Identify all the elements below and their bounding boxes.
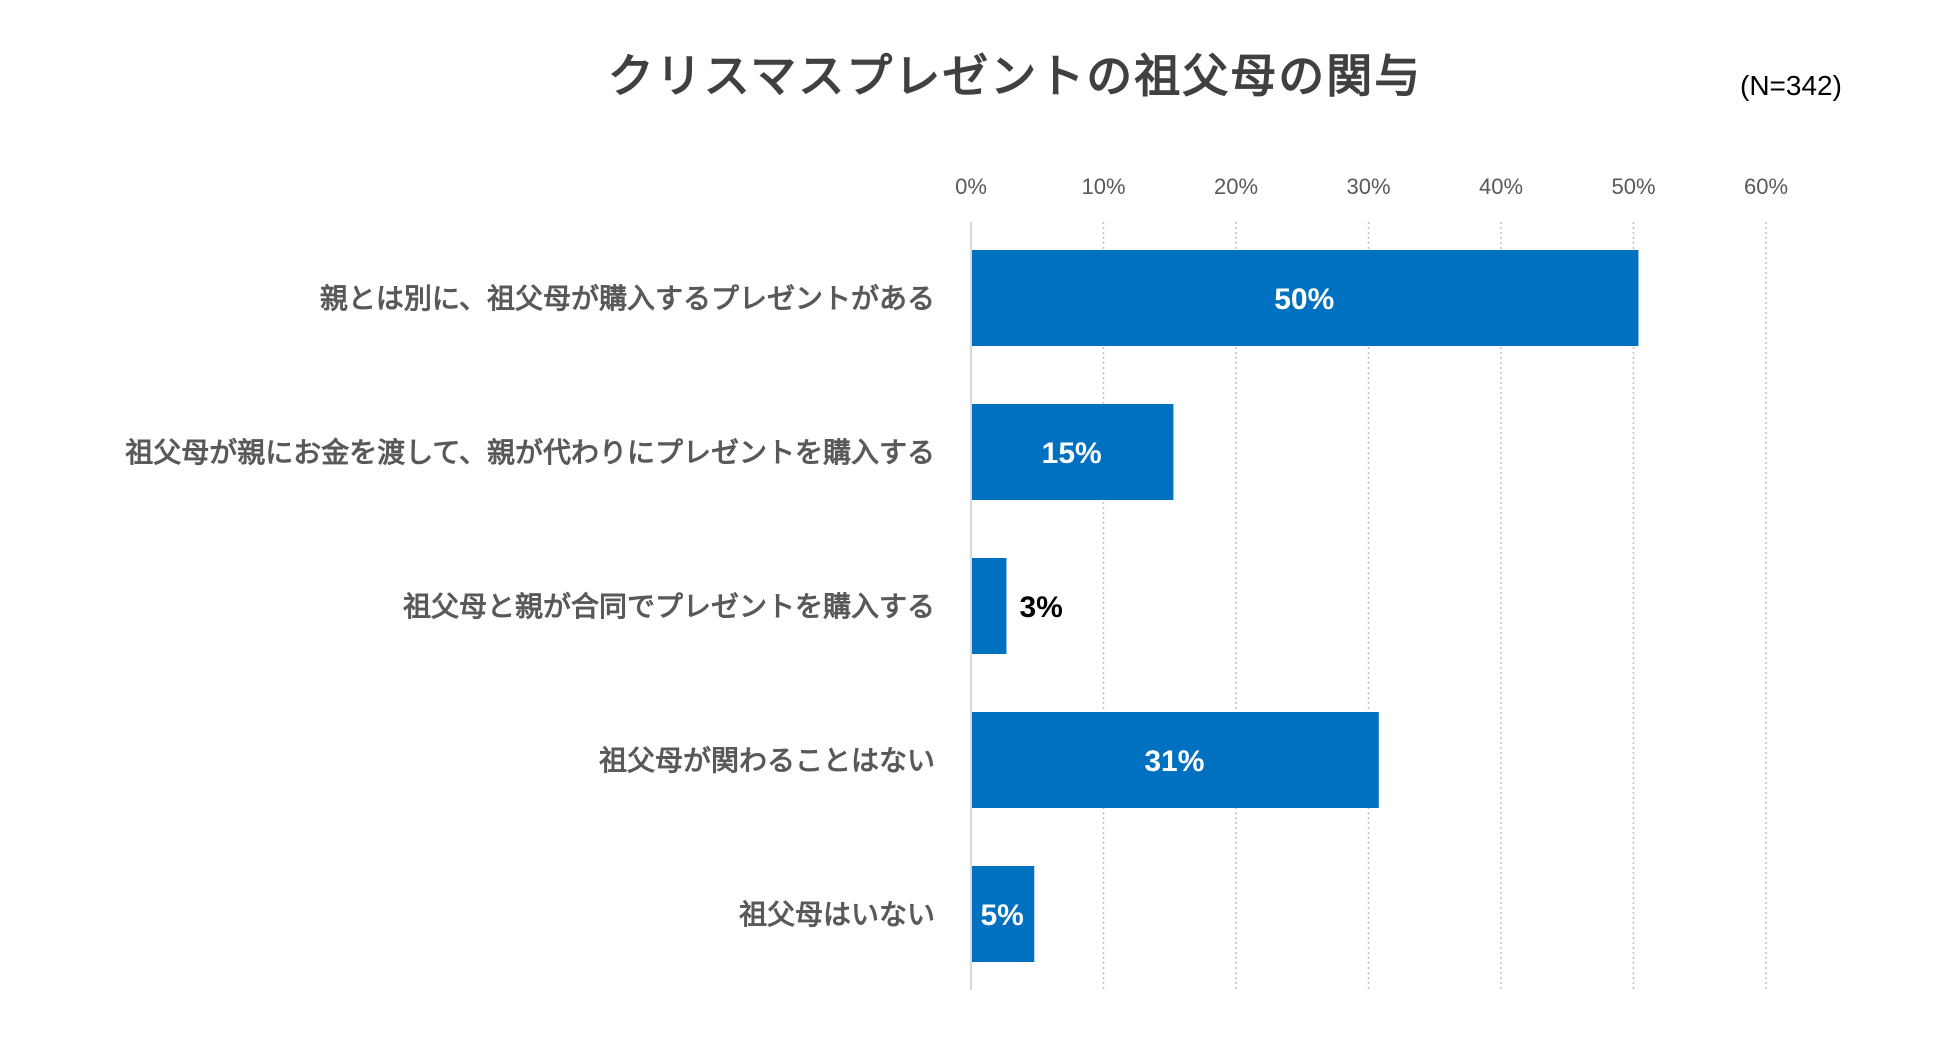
gridlines bbox=[1102, 222, 1767, 990]
sample-size-note: (N=342) bbox=[1740, 70, 1842, 101]
bar bbox=[972, 712, 1379, 808]
x-tick-label: 0% bbox=[955, 174, 987, 199]
data-labels: 50% 15% 3% 31% 5% bbox=[980, 283, 1334, 932]
x-axis-ticks: 0% 10% 20% 30% 40% 50% 60% bbox=[955, 174, 1788, 199]
data-label: 3% bbox=[1019, 591, 1062, 624]
bar bbox=[972, 250, 1639, 346]
x-tick-label: 40% bbox=[1479, 174, 1523, 199]
category-label: 祖父母が親にお金を渡して、親が代わりにプレゼントを購入する bbox=[125, 436, 935, 469]
x-tick-label: 20% bbox=[1214, 174, 1258, 199]
x-tick-label: 30% bbox=[1346, 174, 1390, 199]
category-label: 祖父母はいない bbox=[739, 898, 935, 931]
data-label: 5% bbox=[980, 899, 1023, 932]
category-label: 祖父母が関わることはない bbox=[599, 744, 935, 777]
bar bbox=[972, 558, 1007, 654]
category-label: 祖父母と親が合同でプレゼントを購入する bbox=[403, 590, 935, 623]
data-label: 15% bbox=[1042, 437, 1102, 470]
bars bbox=[972, 250, 1639, 962]
data-label: 50% bbox=[1274, 283, 1334, 316]
category-labels: 親とは別に、祖父母が購入するプレゼントがある祖父母が親にお金を渡して、親が代わり… bbox=[125, 282, 935, 931]
bar bbox=[972, 866, 1035, 962]
x-tick-label: 50% bbox=[1611, 174, 1655, 199]
data-label: 31% bbox=[1144, 745, 1204, 778]
x-tick-label: 60% bbox=[1744, 174, 1788, 199]
category-label: 親とは別に、祖父母が購入するプレゼントがある bbox=[320, 282, 935, 315]
chart-title: クリスマスプレゼントの祖父母の関与 bbox=[607, 49, 1423, 103]
x-tick-label: 10% bbox=[1081, 174, 1125, 199]
bar bbox=[972, 404, 1174, 500]
